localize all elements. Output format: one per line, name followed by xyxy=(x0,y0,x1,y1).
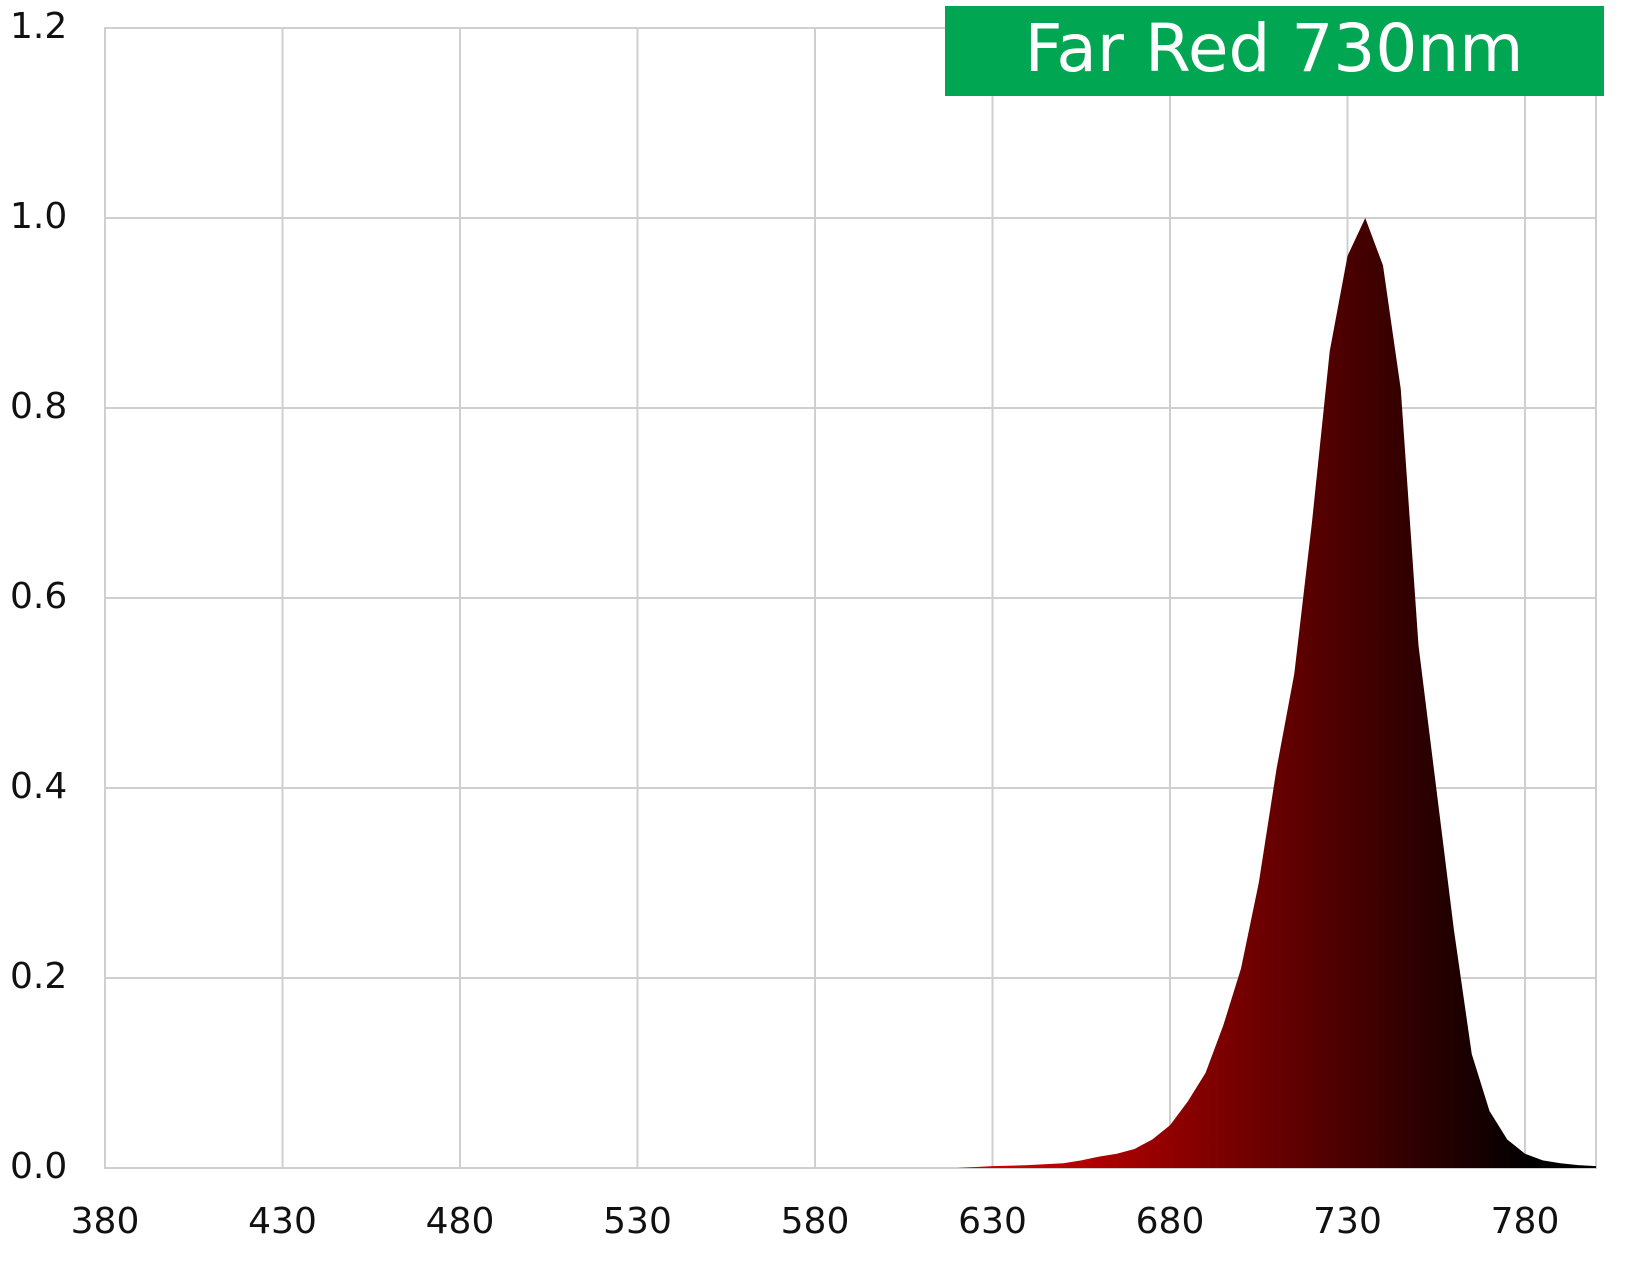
title-badge xyxy=(945,6,1604,96)
plot-frame xyxy=(104,27,1597,1169)
x-tick-label: 780 xyxy=(1491,1201,1560,1242)
x-tick-label: 680 xyxy=(1136,1201,1205,1242)
y-tick-label: 1.2 xyxy=(10,6,67,47)
x-tick-label: 630 xyxy=(958,1201,1027,1242)
spectrum-area xyxy=(957,218,1596,1168)
y-tick-label: 0.8 xyxy=(10,386,67,427)
y-tick-label: 0.0 xyxy=(10,1146,67,1187)
y-tick-label: 0.2 xyxy=(10,956,67,997)
y-tick-label: 0.6 xyxy=(10,576,67,617)
y-tick-label: 1.0 xyxy=(10,196,67,237)
x-tick-label: 430 xyxy=(248,1201,317,1242)
x-tick-label: 530 xyxy=(603,1201,672,1242)
chart-title: Far Red 730nm xyxy=(1025,10,1524,87)
y-tick-label: 0.4 xyxy=(10,766,67,807)
x-tick-label: 480 xyxy=(426,1201,495,1242)
x-tick-label: 380 xyxy=(71,1201,140,1242)
x-tick-label: 580 xyxy=(781,1201,850,1242)
x-tick-label: 730 xyxy=(1313,1201,1382,1242)
